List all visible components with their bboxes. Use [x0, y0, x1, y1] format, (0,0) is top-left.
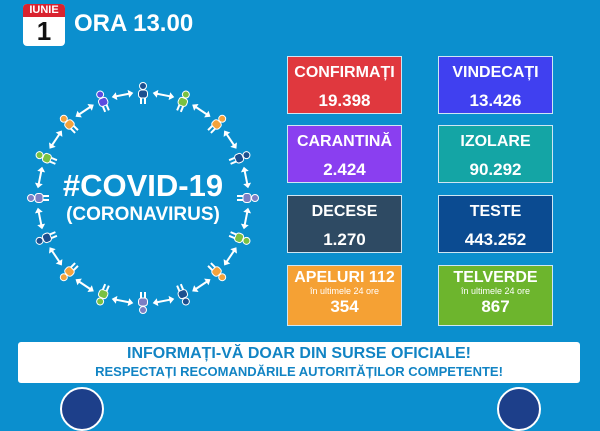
double-arrow-icon	[75, 104, 94, 118]
stat-calls-112: APELURI 112 în ultimele 24 ore 354	[287, 265, 402, 326]
double-arrow-icon	[111, 89, 134, 101]
person-icon	[59, 114, 79, 134]
stat-label: TELVERDE	[453, 269, 538, 286]
stat-label: IZOLARE	[460, 133, 531, 150]
stat-telverde: TELVERDE în ultimele 24 ore 867	[438, 265, 553, 326]
stat-value: 19.398	[318, 91, 371, 110]
stat-value: 2.424	[323, 160, 366, 179]
double-arrow-icon	[75, 278, 94, 292]
calendar-day: 1	[36, 16, 52, 46]
graphic-subtitle: (CORONAVIRUS)	[66, 204, 220, 225]
stat-sublabel: în ultimele 24 ore	[460, 286, 531, 296]
person-icon	[176, 90, 190, 113]
stat-recovered: VINDECAȚI 13.426	[438, 56, 553, 114]
stat-isolation: IZOLARE 90.292	[438, 125, 553, 183]
stat-label: TESTE	[469, 203, 522, 220]
double-arrow-icon	[111, 295, 134, 307]
stat-sublabel: în ultimele 24 ore	[309, 286, 380, 296]
stat-value: 13.426	[469, 91, 522, 110]
stat-value: 443.252	[464, 230, 527, 249]
double-arrow-icon	[49, 130, 63, 149]
stat-value: 90.292	[469, 160, 522, 179]
stat-label: DECESE	[311, 203, 378, 220]
person-icon	[35, 231, 58, 245]
person-icon	[176, 283, 190, 306]
person-icon	[138, 292, 148, 314]
person-icon	[96, 90, 110, 113]
double-arrow-icon	[34, 207, 46, 230]
double-arrow-icon	[49, 247, 63, 266]
government-seal-logo	[60, 387, 104, 431]
person-icon	[96, 283, 110, 306]
double-arrow-icon	[223, 247, 237, 266]
banner-line-2: RESPECTAȚI RECOMANDĂRILE AUTORITĂȚILOR C…	[95, 364, 503, 379]
graphic-title: #COVID-19	[62, 168, 224, 203]
double-arrow-icon	[192, 104, 211, 118]
stat-label: CARANTINĂ	[296, 133, 393, 150]
banner-line-1: INFORMAȚI-VĂ DOAR DIN SURSE OFICIALE!	[127, 345, 471, 362]
stat-label: VINDECAȚI	[452, 64, 539, 81]
agency-seal-logo	[497, 387, 541, 431]
calendar-icon: IUNIE 1	[23, 4, 65, 46]
double-arrow-icon	[192, 278, 211, 292]
people-circle-graphic	[27, 82, 259, 314]
person-icon	[207, 114, 227, 134]
stat-quarantine: CARANTINĂ 2.424	[287, 125, 402, 183]
stat-value: 1.270	[323, 230, 366, 249]
stat-deaths: DECESE 1.270	[287, 195, 402, 253]
stat-tests: TESTE 443.252	[438, 195, 553, 253]
stat-value: 354	[330, 297, 359, 316]
person-icon	[237, 193, 259, 203]
stat-label: CONFIRMAȚI	[294, 64, 395, 81]
report-time: ORA 13.00	[74, 10, 194, 37]
double-arrow-icon	[240, 166, 252, 189]
official-sources-banner: INFORMAȚI-VĂ DOAR DIN SURSE OFICIALE! RE…	[18, 342, 580, 383]
double-arrow-icon	[34, 166, 46, 189]
person-icon	[228, 231, 251, 245]
stat-confirmed: CONFIRMAȚI 19.398	[287, 56, 402, 114]
calendar-month: IUNIE	[23, 4, 65, 17]
stat-label: APELURI 112	[294, 269, 395, 286]
stat-value: 867	[481, 297, 510, 316]
double-arrow-icon	[152, 295, 175, 307]
double-arrow-icon	[152, 89, 175, 101]
person-icon	[207, 262, 227, 282]
person-icon	[35, 151, 58, 165]
person-icon	[138, 82, 148, 104]
person-icon	[27, 193, 49, 203]
person-icon	[59, 262, 79, 282]
double-arrow-icon	[223, 130, 237, 149]
person-icon	[228, 151, 251, 165]
double-arrow-icon	[240, 207, 252, 230]
